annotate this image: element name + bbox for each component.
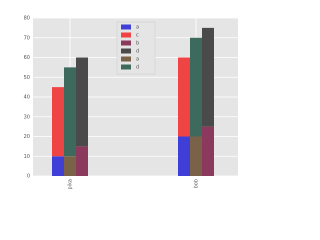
bar <box>178 57 190 137</box>
legend-swatch <box>121 32 131 38</box>
legend-label: a <box>136 25 139 31</box>
bar <box>202 27 214 127</box>
legend-swatch <box>121 40 131 46</box>
legend-label: d <box>136 49 139 55</box>
legend-label: b <box>136 41 139 47</box>
y-tick-label: 50 <box>24 75 30 81</box>
y-tick-label: 20 <box>24 134 30 140</box>
bar <box>76 57 88 147</box>
bar <box>64 156 76 176</box>
legend-swatch <box>121 48 131 54</box>
bar <box>52 156 64 176</box>
y-tick-label: 60 <box>24 55 30 61</box>
bar <box>64 67 76 157</box>
bar <box>202 126 214 176</box>
page: {"chart_data": {"type": "bar", "stacked"… <box>23 15 238 190</box>
y-tick-label: 10 <box>24 154 30 160</box>
bar <box>190 136 202 176</box>
bar <box>52 87 64 157</box>
y-tick-label: 30 <box>24 114 30 120</box>
bar <box>190 37 202 137</box>
x-tick-label: bob <box>194 179 200 188</box>
legend-swatch <box>121 56 131 62</box>
y-tick-label: 40 <box>24 95 30 101</box>
bar <box>178 136 190 176</box>
x-tick-label: pika <box>68 179 74 189</box>
legend-label: c <box>136 33 139 39</box>
y-tick-label: 80 <box>24 16 30 22</box>
legend-swatch <box>121 24 131 30</box>
legend-label: a <box>136 57 139 63</box>
legend-swatch <box>121 64 131 70</box>
y-tick-label: 70 <box>24 35 30 41</box>
y-tick-label: 0 <box>27 174 30 180</box>
bar <box>76 146 88 176</box>
legend-label: d <box>136 65 139 71</box>
